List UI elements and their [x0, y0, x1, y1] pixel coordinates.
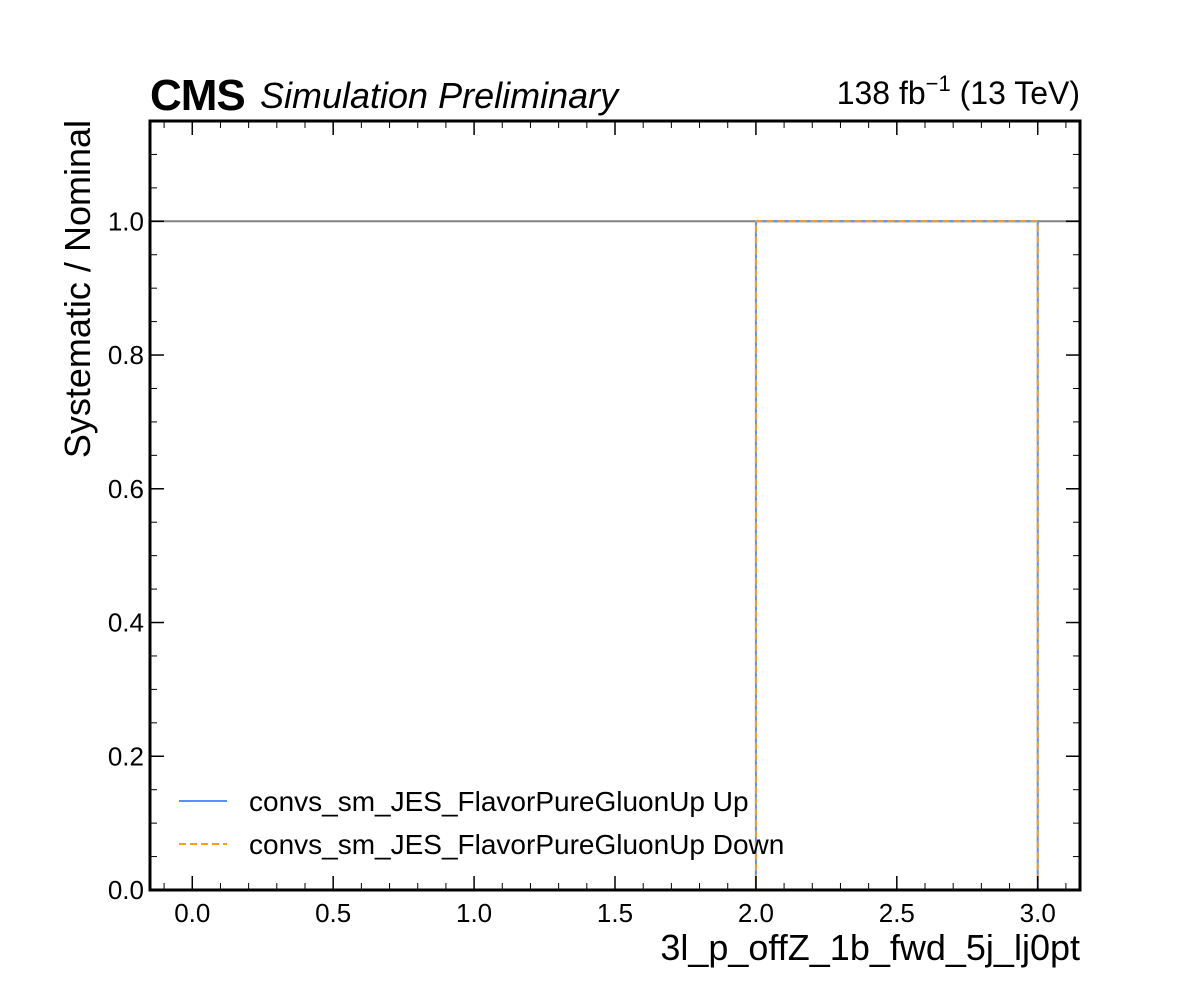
luminosity-exponent: −1 [926, 71, 951, 96]
x-axis-title: 3l_p_offZ_1b_fwd_5j_lj0pt [660, 927, 1080, 968]
experiment-label: CMS [150, 71, 245, 120]
x-tick-label: 2.0 [738, 898, 774, 928]
legend-label-up: convs_sm_JES_FlavorPureGluonUp Up [249, 786, 749, 817]
luminosity-value: 138 fb [837, 75, 926, 111]
status-label: Simulation Preliminary [260, 75, 620, 116]
luminosity-label: 138 fb−1 (13 TeV) [837, 71, 1080, 111]
plot-frame [148, 119, 1082, 892]
legend: convs_sm_JES_FlavorPureGluonUp Up convs_s… [179, 786, 784, 860]
y-tick-label: 0.2 [108, 741, 144, 771]
x-tick-label: 3.0 [1020, 898, 1056, 928]
x-tick-label: 1.0 [456, 898, 492, 928]
x-tick-label: 1.5 [597, 898, 633, 928]
energy-value: (13 TeV) [951, 75, 1080, 111]
x-tick-label: 0.0 [174, 898, 210, 928]
x-tick-label: 2.5 [879, 898, 915, 928]
legend-label-down: convs_sm_JES_FlavorPureGluonUp Down [249, 829, 784, 860]
y-tick-label: 0.6 [108, 474, 144, 504]
y-tick-label: 0.4 [108, 608, 144, 638]
y-axis-title: Systematic / Nominal [57, 120, 98, 458]
y-tick-label: 0.8 [108, 340, 144, 370]
y-tick-label: 0.0 [108, 875, 144, 905]
x-tick-label: 0.5 [315, 898, 351, 928]
x-axis: 0.0 0.5 1.0 1.5 2.0 2.5 3.0 [163, 121, 1067, 928]
y-tick-label: 1.0 [108, 206, 144, 236]
